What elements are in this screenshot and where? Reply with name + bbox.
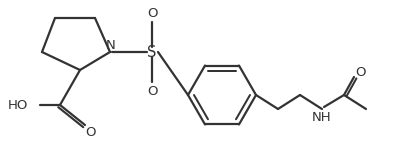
- Text: O: O: [147, 7, 157, 20]
- Text: O: O: [356, 65, 366, 78]
- Text: NH: NH: [312, 111, 332, 124]
- Text: O: O: [85, 125, 95, 138]
- Text: S: S: [147, 44, 157, 59]
- Text: N: N: [106, 39, 116, 51]
- Text: HO: HO: [8, 99, 28, 112]
- Text: O: O: [147, 85, 157, 98]
